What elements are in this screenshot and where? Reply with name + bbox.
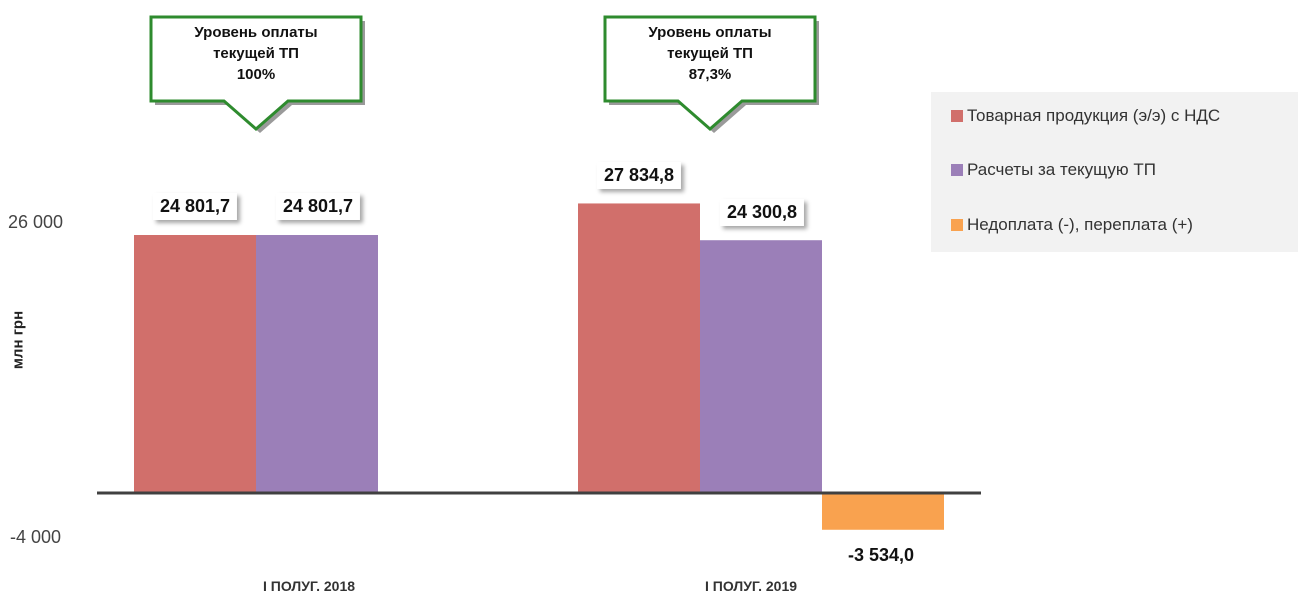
- bar-data-label: 24 801,7: [152, 193, 238, 220]
- legend-label: Расчеты за текущую ТП: [967, 160, 1156, 179]
- x-category-label: I ПОЛУГ. 2019: [704, 578, 798, 594]
- callout-line: 87,3%: [688, 66, 732, 83]
- bar: [578, 203, 700, 494]
- callout-text: Уровень оплаты текущей ТП 87,3%: [605, 22, 815, 85]
- legend-item: Недоплата (-), переплата (+): [951, 215, 1193, 235]
- callout-line: Уровень оплаты: [194, 24, 318, 41]
- legend: Товарная продукция (э/э) с НДС Расчеты з…: [931, 92, 1298, 252]
- bar-data-label: -3 534,0: [847, 545, 915, 565]
- legend-swatch: [951, 164, 963, 176]
- bar-data-label: 27 834,8: [596, 162, 682, 189]
- x-category-label: I ПОЛУГ. 2018: [262, 578, 356, 594]
- callout-text: Уровень оплаты текущей ТП 100%: [151, 22, 361, 85]
- legend-item: Расчеты за текущую ТП: [951, 160, 1156, 180]
- callout-line: текущей ТП: [667, 45, 753, 62]
- callout-line: Уровень оплаты: [648, 24, 772, 41]
- bar: [822, 493, 944, 530]
- callout-box: [603, 15, 817, 131]
- legend-label: Недоплата (-), переплата (+): [967, 215, 1193, 234]
- y-tick-label: -4 000: [10, 527, 62, 547]
- bar: [700, 240, 822, 493]
- legend-swatch: [951, 110, 963, 122]
- bar: [256, 235, 378, 493]
- bar: [134, 235, 256, 493]
- y-tick-label: 26 000: [8, 212, 64, 232]
- callout-box: [149, 15, 363, 131]
- callout-line: 100%: [236, 66, 276, 83]
- legend-label: Товарная продукция (э/э) с НДС: [967, 106, 1221, 125]
- callout-line: текущей ТП: [213, 45, 299, 62]
- bar-data-label: 24 801,7: [275, 193, 361, 220]
- bar-data-label: 24 300,8: [719, 199, 805, 226]
- legend-swatch: [951, 219, 963, 231]
- legend-item: Товарная продукция (э/э) с НДС: [951, 106, 1220, 126]
- y-axis-title: млн грн: [9, 310, 27, 370]
